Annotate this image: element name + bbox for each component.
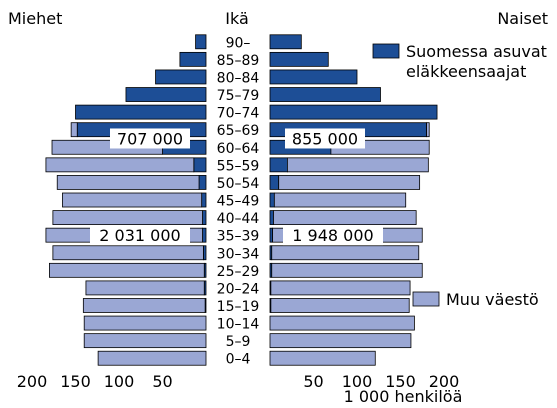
annotations-layer: 707 000 855 000 2 031 000 1 948 000 xyxy=(90,128,383,246)
bar-women-others xyxy=(270,298,410,313)
annotation-box xyxy=(90,225,190,246)
age-label: 85–89 xyxy=(217,53,260,69)
bar-men-others xyxy=(82,298,206,313)
age-label: 80–84 xyxy=(217,70,260,86)
age-label: 5–9 xyxy=(226,334,251,350)
age-label: 0–4 xyxy=(226,352,251,368)
age-label: 10–14 xyxy=(217,317,260,333)
bar-women-retirees xyxy=(269,175,280,190)
age-label: 25–29 xyxy=(217,264,260,280)
bar-men-others xyxy=(45,157,195,173)
bar-women-retirees xyxy=(269,51,329,67)
bar-women-retirees xyxy=(269,192,275,208)
legend-label-retirees-line2: eläkkeensaajat xyxy=(406,62,526,81)
bar-men-others xyxy=(85,280,205,296)
bar-men-retirees xyxy=(202,227,207,243)
legend: Suomessa asuvat eläkkeensaajat Muu väest… xyxy=(372,42,547,309)
x-unit-label: 1 000 henkilöä xyxy=(344,387,463,406)
age-label: 90– xyxy=(226,35,251,51)
bar-men-retirees xyxy=(198,175,207,190)
tick-label-men: 50 xyxy=(152,372,172,391)
bar-men-retirees xyxy=(125,87,207,102)
tick-label-women: 100 xyxy=(342,372,373,391)
bar-women-retirees xyxy=(269,210,274,225)
bar-men-others xyxy=(52,210,203,225)
bar-women-others xyxy=(273,192,407,208)
annotation-box xyxy=(285,128,365,149)
legend-label-retirees-line1: Suomessa asuvat xyxy=(406,42,547,61)
bar-women-others xyxy=(270,280,411,296)
annotation-text: 2 031 000 xyxy=(99,226,180,245)
bar-men-others xyxy=(49,262,205,278)
bar-women-others xyxy=(286,157,429,173)
annotation-box xyxy=(283,225,383,246)
right-title: Naiset xyxy=(497,9,548,28)
bar-men-retirees xyxy=(201,192,207,208)
age-label: 35–39 xyxy=(217,229,260,245)
bar-women-others xyxy=(269,333,412,349)
tick-label-women: 50 xyxy=(303,372,323,391)
age-label: 20–24 xyxy=(217,281,260,297)
tick-label-men: 200 xyxy=(17,372,48,391)
bar-women-retirees xyxy=(269,104,438,120)
age-label: 55–59 xyxy=(217,158,260,174)
bar-women-retirees xyxy=(269,69,358,85)
age-label: 30–34 xyxy=(217,246,260,262)
bar-men-others xyxy=(62,192,203,208)
bar-men-retirees xyxy=(202,210,207,225)
bar-women-others xyxy=(278,175,421,190)
tick-label-women: 150 xyxy=(385,372,416,391)
bar-men-others xyxy=(56,175,200,190)
annotation-text: 1 948 000 xyxy=(292,226,373,245)
age-label: 45–49 xyxy=(217,194,260,210)
legend-swatch-others xyxy=(412,291,440,307)
left-title: Miehet xyxy=(8,9,62,28)
bar-men-retirees xyxy=(179,51,207,67)
bar-men-others xyxy=(83,315,207,331)
age-label: 15–19 xyxy=(217,299,260,315)
center-title: Ikä xyxy=(225,9,249,28)
bar-women-others xyxy=(269,315,415,331)
tick-label-men: 150 xyxy=(60,372,91,391)
bar-women-retirees xyxy=(269,34,302,50)
bar-men-others xyxy=(52,245,204,261)
bar-women-others xyxy=(271,245,420,261)
bar-men-retirees xyxy=(75,104,207,120)
bar-women-others xyxy=(269,350,376,366)
bars-layer xyxy=(45,34,438,366)
x-axis-ticks: 200 150 100 50 50 100 150 200 xyxy=(17,372,460,391)
annotation-text: 707 000 xyxy=(117,129,183,148)
age-label: 70–74 xyxy=(217,106,260,122)
bar-men-others xyxy=(97,350,207,366)
bar-women-retirees xyxy=(269,87,381,102)
bar-men-retirees xyxy=(155,69,207,85)
legend-swatch-retirees xyxy=(372,43,400,59)
age-label: 40–44 xyxy=(217,211,260,227)
bar-women-others xyxy=(426,122,430,138)
legend-label-others: Muu väestö xyxy=(446,290,539,309)
bar-women-others xyxy=(271,262,423,278)
annotation-text: 855 000 xyxy=(292,129,358,148)
bar-men-retirees xyxy=(195,34,207,50)
tick-label-men: 100 xyxy=(104,372,135,391)
bar-men-retirees xyxy=(193,157,207,173)
bar-women-others xyxy=(273,210,417,225)
age-label: 65–69 xyxy=(217,123,260,139)
age-label: 75–79 xyxy=(217,88,260,104)
annotation-box xyxy=(110,128,190,149)
age-label: 60–64 xyxy=(217,141,260,157)
tick-label-women: 200 xyxy=(429,372,460,391)
bar-men-others xyxy=(70,122,78,138)
bar-women-retirees xyxy=(269,157,288,173)
bar-men-others xyxy=(83,333,207,349)
age-label: 50–54 xyxy=(217,176,260,192)
